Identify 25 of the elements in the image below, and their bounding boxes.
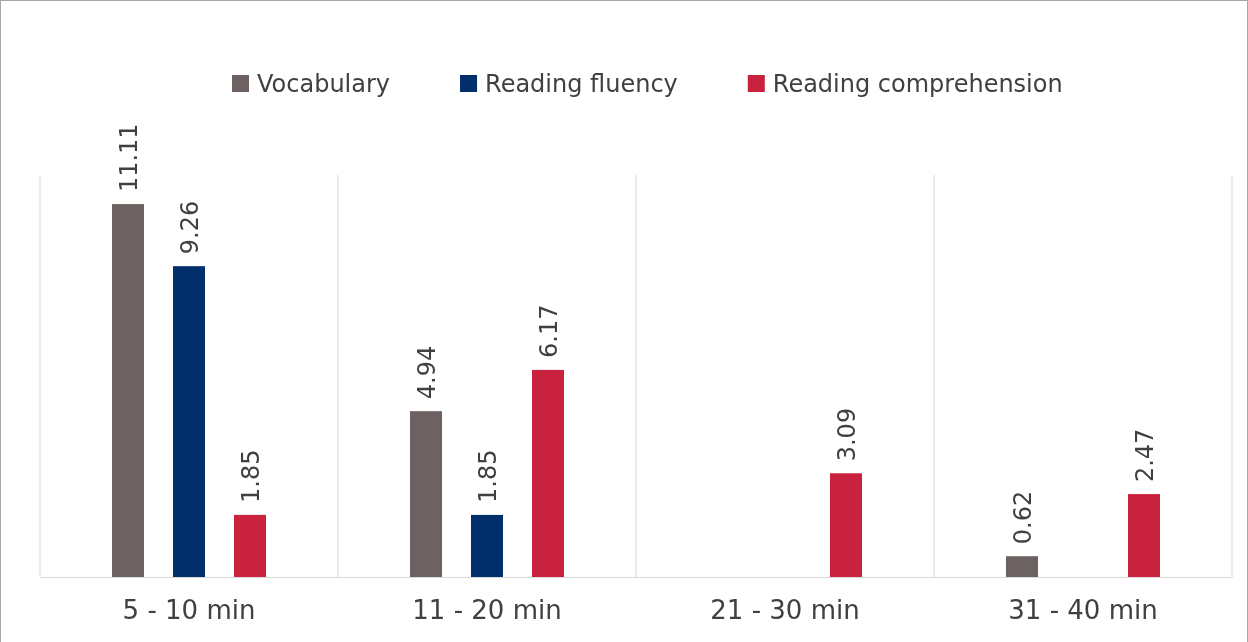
data-label: 6.17 (535, 304, 563, 358)
bar (410, 411, 442, 577)
bar (471, 514, 503, 577)
x-tick-label: 31 - 40 min (1008, 595, 1158, 626)
legend-label: Reading comprehension (772, 70, 1063, 98)
bar (173, 266, 205, 577)
data-label: 4.94 (413, 345, 441, 400)
x-tick-label: 11 - 20 min (412, 595, 562, 626)
data-label: 1.85 (237, 449, 265, 503)
x-tick-label: 5 - 10 min (122, 595, 256, 626)
data-label: 2.47 (1131, 428, 1159, 483)
x-tick-label: 21 - 30 min (710, 595, 860, 626)
legend-label: Vocabulary (257, 70, 391, 98)
data-label: 3.09 (833, 407, 861, 462)
data-label: 0.62 (1009, 490, 1037, 545)
bar (532, 369, 564, 577)
bar (1128, 494, 1160, 577)
legend-label: Reading fluency (485, 70, 678, 98)
bar (1006, 556, 1038, 577)
bar (830, 473, 862, 577)
data-label: 9.26 (176, 200, 204, 255)
bar (234, 514, 266, 577)
bar (112, 204, 144, 577)
data-label: 1.85 (474, 449, 502, 503)
data-label: 11.11 (115, 123, 143, 193)
